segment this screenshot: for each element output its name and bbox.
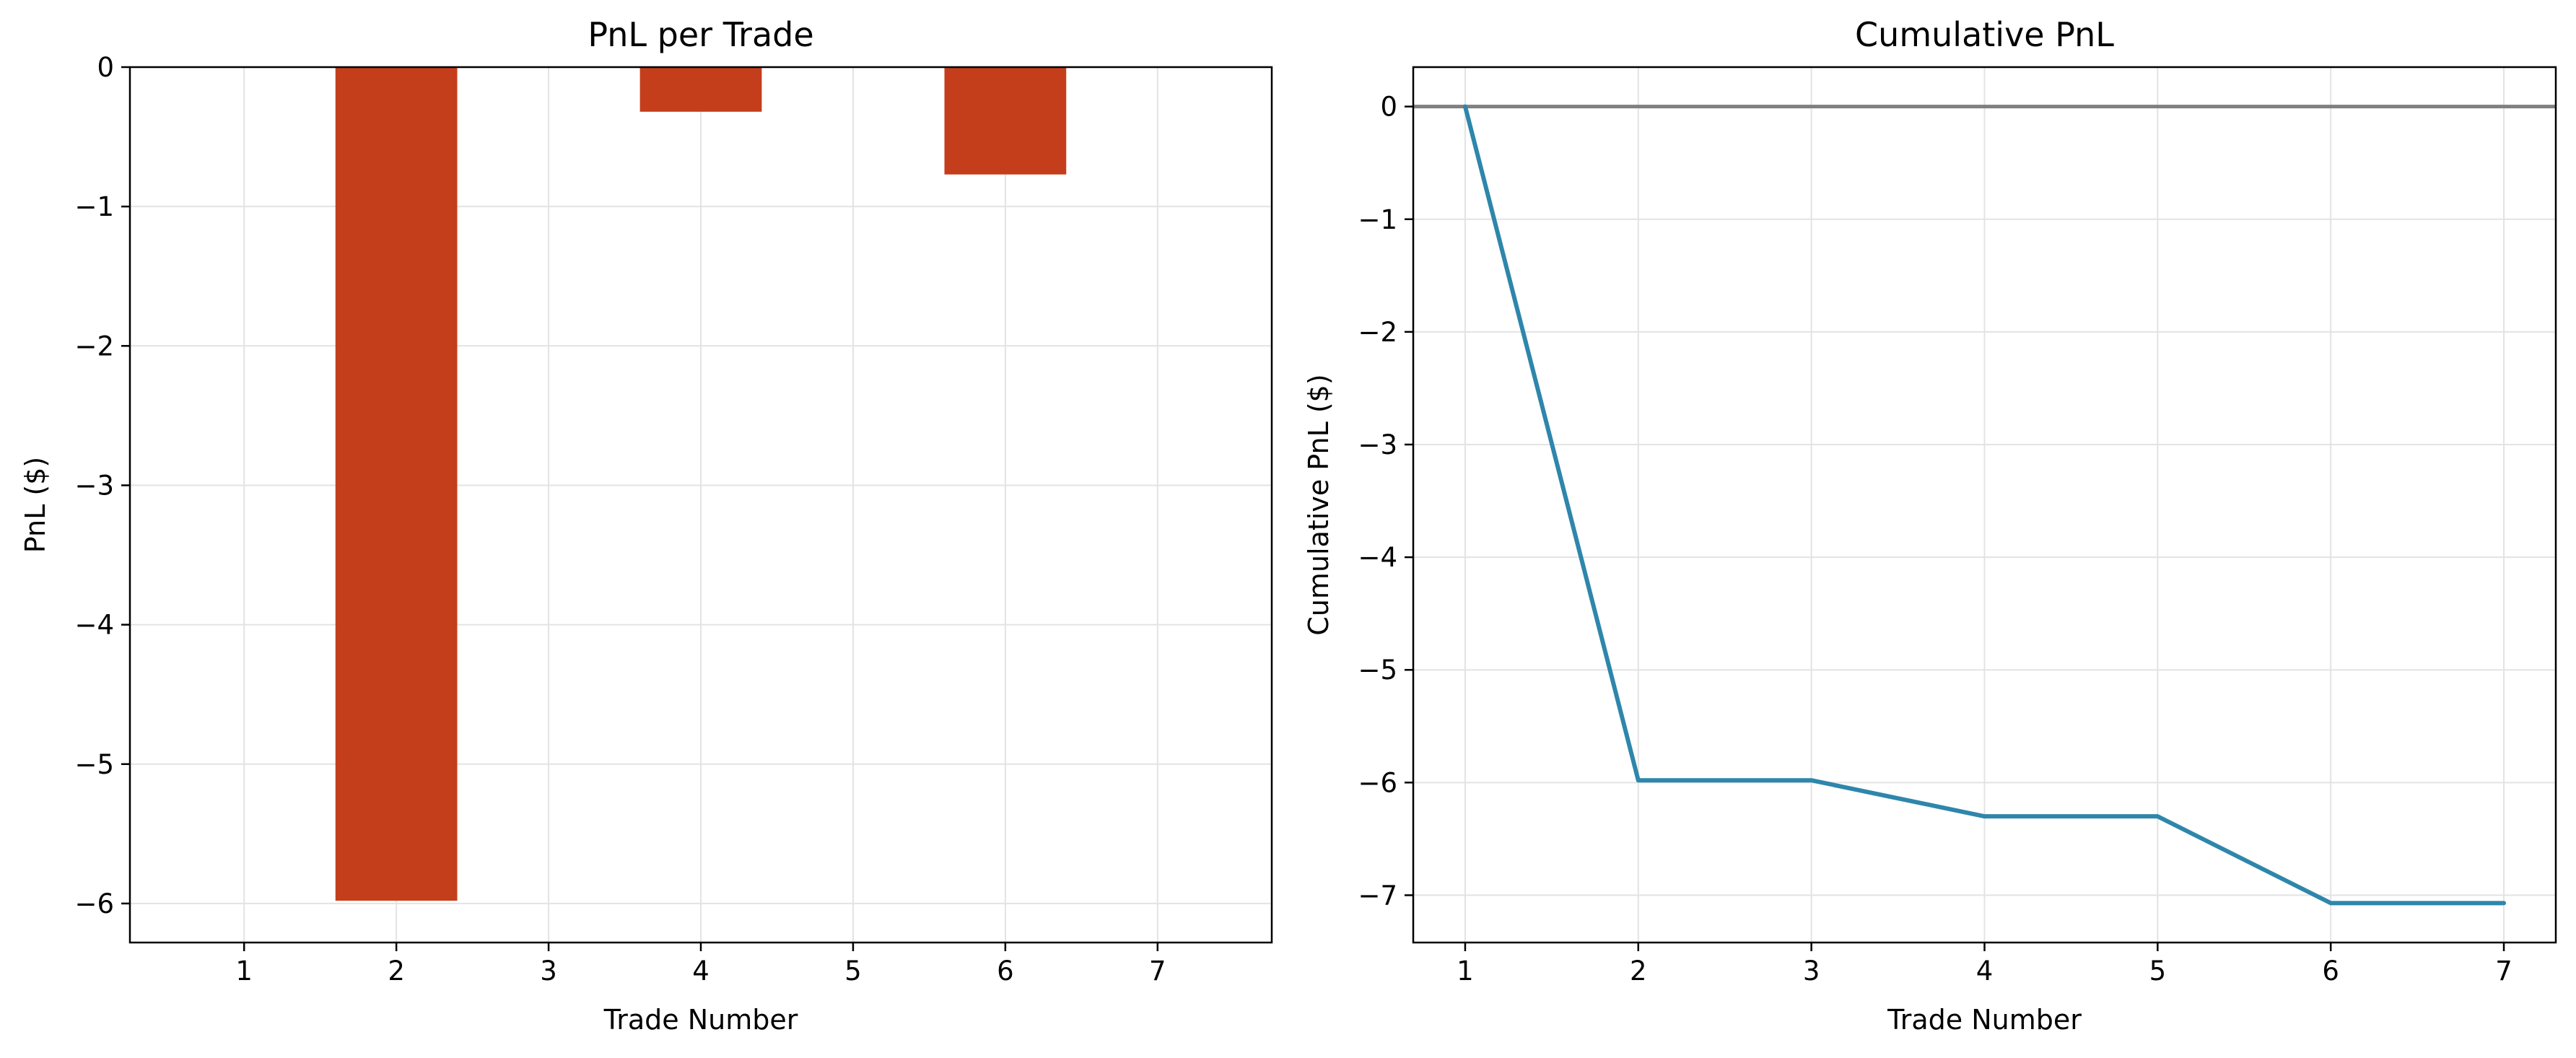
y-axis-label: PnL ($) [19,457,51,553]
y-tick-label: −2 [74,331,114,362]
x-tick-label: 6 [997,956,1014,987]
x-axis-label: Trade Number [603,1004,798,1036]
y-tick-label: −4 [1358,542,1397,573]
x-tick-label: 3 [540,956,557,987]
x-tick-label: 1 [235,956,253,987]
y-tick-label: −6 [74,888,114,919]
y-tick-label: −3 [1358,429,1397,460]
y-tick-label: −7 [1358,880,1397,911]
y-tick-label: −1 [1358,204,1397,235]
x-axis-label: Trade Number [1887,1004,2082,1036]
x-tick-label: 1 [1457,956,1474,987]
x-tick-label: 5 [2149,956,2167,987]
x-tick-label: 4 [1976,956,1994,987]
x-tick-label: 3 [1803,956,1820,987]
x-tick-label: 5 [844,956,862,987]
chart-title: Cumulative PnL [1855,15,2114,54]
y-tick-label: −5 [1358,655,1397,686]
pnl-per-trade-chart: 1 2 3 4 5 6 7 0 −1 −2 −3 −4 −5 −6 PnL per Trade Trade… [19,15,1273,1036]
y-tick-label: −1 [74,191,114,222]
y-tick-label: −5 [74,749,114,780]
y-tick-label: −4 [74,610,114,641]
bar-trade-6 [944,67,1067,175]
x-tick-label: 6 [2322,956,2339,987]
x-tick-label: 2 [1630,956,1647,987]
x-tick-label: 4 [692,956,710,987]
x-tick-label: 7 [2495,956,2512,987]
y-tick-label: −3 [74,470,114,501]
x-tick-label: 2 [388,956,405,987]
y-tick-label: 0 [1380,92,1397,123]
x-tick-label: 7 [1149,956,1166,987]
y-axis-label: Cumulative PnL ($) [1303,374,1335,635]
y-tick-label: 0 [97,52,114,83]
bar-trade-2 [335,67,458,901]
y-tick-label: −2 [1358,317,1397,348]
cumulative-pnl-chart: 1 2 3 4 5 6 7 0 −1 −2 −3 −4 −5 −6 −7 Cumulative PnL Tr… [1303,15,2557,1036]
chart-title: PnL per Trade [588,15,813,54]
y-tick-label: −6 [1358,767,1397,798]
bar-trade-4 [639,67,762,112]
